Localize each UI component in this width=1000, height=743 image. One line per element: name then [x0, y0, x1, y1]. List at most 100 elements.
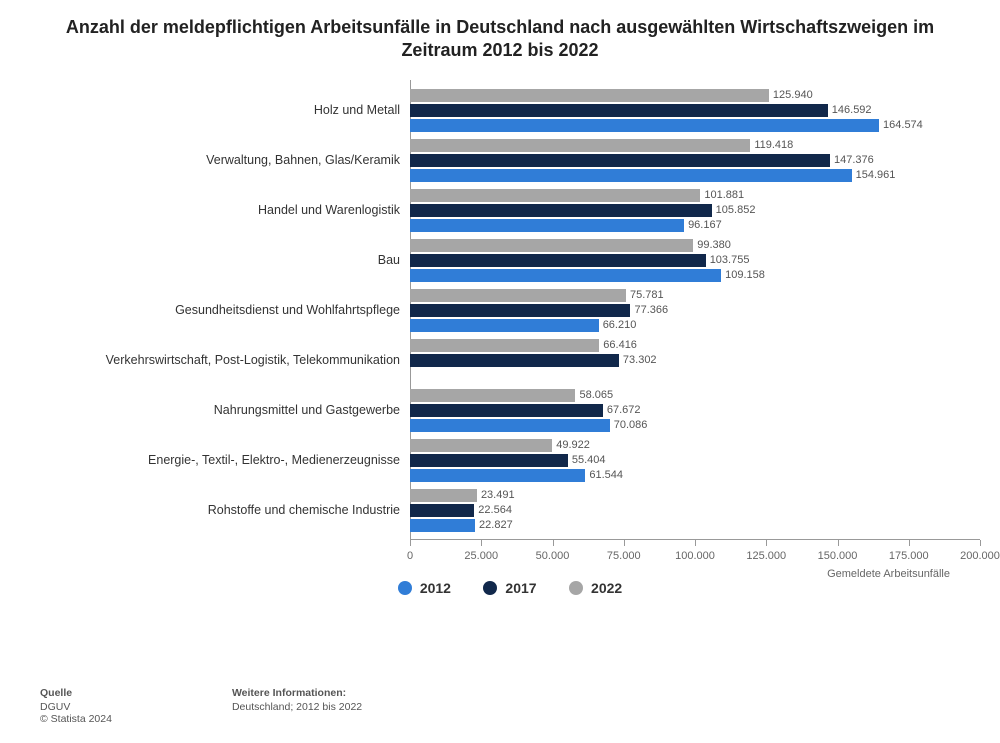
- bar: [410, 254, 706, 267]
- category-group: Handel und Warenlogistik101.881105.85296…: [410, 189, 980, 232]
- bar-value-label: 66.416: [603, 339, 637, 351]
- category-group: Rohstoffe und chemische Industrie23.4912…: [410, 489, 980, 532]
- x-tick: [980, 540, 981, 546]
- footer-info-line1: Deutschland; 2012 bis 2022: [232, 701, 362, 713]
- bar-value-label: 23.491: [481, 489, 515, 501]
- bar: [410, 339, 599, 352]
- bar: [410, 289, 626, 302]
- legend-dot-2017: [483, 581, 497, 595]
- legend: 2012 2017 2022: [40, 580, 980, 600]
- bar: [410, 104, 828, 117]
- legend-dot-2012: [398, 581, 412, 595]
- bar: [410, 519, 475, 532]
- bar: [410, 89, 769, 102]
- bar: [410, 169, 852, 182]
- x-tick-label: 0: [407, 550, 413, 562]
- bar-value-label: 55.404: [572, 454, 606, 466]
- category-group: Gesundheitsdienst und Wohlfahrtspflege75…: [410, 289, 980, 332]
- bar: [410, 219, 684, 232]
- x-axis-title: Gemeldete Arbeitsunfälle: [827, 568, 950, 580]
- bar: [410, 489, 477, 502]
- x-tick: [909, 540, 910, 546]
- category-label: Handel und Warenlogistik: [50, 203, 410, 217]
- footer-source-header: Quelle: [40, 687, 112, 699]
- bar: [410, 154, 830, 167]
- bar: [410, 404, 603, 417]
- bar: [410, 269, 721, 282]
- bar-value-label: 105.852: [716, 204, 756, 216]
- legend-label-2017: 2017: [505, 580, 536, 596]
- category-label: Holz und Metall: [50, 103, 410, 117]
- legend-label-2022: 2022: [591, 580, 622, 596]
- category-group: Holz und Metall125.940146.592164.574: [410, 89, 980, 132]
- category-group: Verwaltung, Bahnen, Glas/Keramik119.4181…: [410, 139, 980, 182]
- chart-area: Gemeldete Arbeitsunfälle 0 25.000 50.000 75…: [40, 80, 980, 610]
- category-label: Gesundheitsdienst und Wohlfahrtspflege: [50, 303, 410, 317]
- category-group: Bau99.380103.755109.158: [410, 239, 980, 282]
- plot-region: Gemeldete Arbeitsunfälle 025.00050.00075…: [410, 80, 980, 540]
- x-tick: [410, 540, 411, 546]
- legend-item-2022: 2022: [569, 580, 622, 596]
- legend-dot-2022: [569, 581, 583, 595]
- bar: [410, 419, 610, 432]
- x-tick-label: 150.000: [818, 550, 858, 562]
- x-tick-label: 125.000: [746, 550, 786, 562]
- x-tick-label: 100.000: [675, 550, 715, 562]
- footer-info-header: Weitere Informationen:: [232, 687, 362, 699]
- bar: [410, 304, 630, 317]
- footer-source: Quelle DGUV © Statista 2024: [40, 687, 112, 725]
- category-label: Bau: [50, 253, 410, 267]
- footer-source-line2: © Statista 2024: [40, 713, 112, 725]
- legend-item-2017: 2017: [483, 580, 536, 596]
- bar-value-label: 101.881: [704, 189, 744, 201]
- bar: [410, 239, 693, 252]
- bar-value-label: 77.366: [634, 304, 668, 316]
- x-tick: [695, 540, 696, 546]
- bar-value-label: 103.755: [710, 254, 750, 266]
- bar-value-label: 61.544: [589, 469, 623, 481]
- bar: [410, 139, 750, 152]
- footer-info: Weitere Informationen: Deutschland; 2012…: [232, 687, 362, 725]
- bar: [410, 504, 474, 517]
- bar-value-label: 147.376: [834, 154, 874, 166]
- bar-value-label: 22.827: [479, 519, 513, 531]
- bar-value-label: 22.564: [478, 504, 512, 516]
- bar-value-label: 96.167: [688, 219, 722, 231]
- category-label: Verwaltung, Bahnen, Glas/Keramik: [50, 153, 410, 167]
- x-tick-label: 175.000: [889, 550, 929, 562]
- x-tick: [624, 540, 625, 546]
- x-tick-label: 200.000: [960, 550, 1000, 562]
- bar-value-label: 146.592: [832, 104, 872, 116]
- legend-item-2012: 2012: [398, 580, 451, 596]
- category-label: Nahrungsmittel und Gastgewerbe: [50, 403, 410, 417]
- chart-title: Anzahl der meldepflichtigen Arbeitsunfäl…: [0, 0, 1000, 67]
- bar-value-label: 154.961: [856, 169, 896, 181]
- x-tick: [553, 540, 554, 546]
- bar: [410, 354, 619, 367]
- chart-container: Anzahl der meldepflichtigen Arbeitsunfäl…: [0, 0, 1000, 743]
- category-group: Verkehrswirtschaft, Post-Logistik, Telek…: [410, 339, 980, 382]
- x-tick-label: 50.000: [536, 550, 570, 562]
- x-tick: [766, 540, 767, 546]
- bar: [410, 189, 700, 202]
- bar-value-label: 58.065: [579, 389, 613, 401]
- footer: Quelle DGUV © Statista 2024 Weitere Info…: [40, 687, 960, 725]
- bar-value-label: 70.086: [614, 419, 648, 431]
- x-tick: [481, 540, 482, 546]
- bar-value-label: 125.940: [773, 89, 813, 101]
- category-label: Rohstoffe und chemische Industrie: [50, 503, 410, 517]
- bar-value-label: 109.158: [725, 269, 765, 281]
- category-label: Energie-, Textil-, Elektro-, Medienerzeu…: [50, 453, 410, 467]
- x-tick-label: 25.000: [464, 550, 498, 562]
- bar: [410, 204, 712, 217]
- footer-source-line1: DGUV: [40, 701, 112, 713]
- x-tick-label: 75.000: [607, 550, 641, 562]
- bar-value-label: 119.418: [754, 139, 793, 151]
- bar: [410, 119, 879, 132]
- bar-value-label: 66.210: [603, 319, 637, 331]
- bar-value-label: 67.672: [607, 404, 641, 416]
- bar-value-label: 75.781: [630, 289, 664, 301]
- bar-value-label: 164.574: [883, 119, 923, 131]
- bar-value-label: 73.302: [623, 354, 657, 366]
- legend-label-2012: 2012: [420, 580, 451, 596]
